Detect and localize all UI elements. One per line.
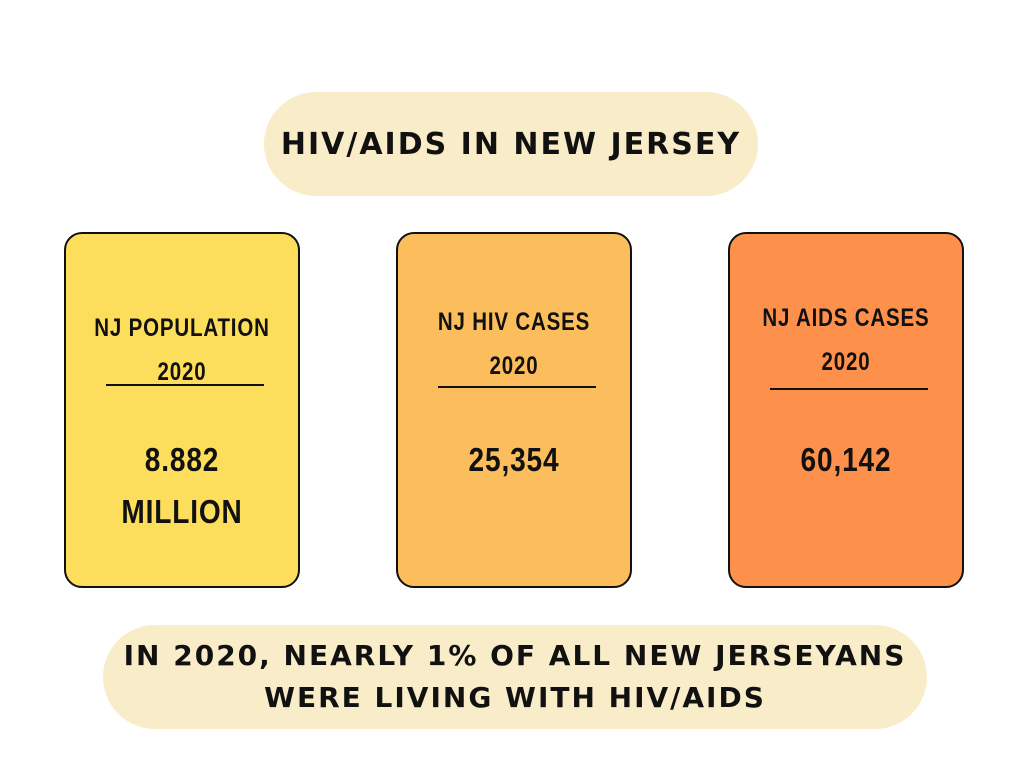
card-aids-cases-label: NJ AIDS CASES 2020 bbox=[751, 296, 941, 384]
card-aids-cases-value: 60,142 bbox=[747, 434, 944, 486]
card-population-divider bbox=[106, 384, 264, 386]
card-aids-cases: NJ AIDS CASES 2020 60,142 bbox=[728, 232, 964, 588]
footer-line1: IN 2020, NEARLY 1% OF ALL NEW JERSEYANS bbox=[123, 639, 907, 672]
card-population: NJ POPULATION 2020 8.882 MILLION bbox=[64, 232, 300, 588]
card-hiv-cases-value: 25,354 bbox=[415, 434, 612, 486]
card-hiv-cases-label-line1: NJ HIV CASES bbox=[437, 308, 591, 336]
card-population-value: 8.882 MILLION bbox=[83, 434, 280, 538]
card-hiv-cases-divider bbox=[438, 386, 596, 388]
card-population-value-line2: MILLION bbox=[121, 493, 243, 530]
card-hiv-cases-value-line1: 25,354 bbox=[468, 441, 560, 478]
card-population-label-line2: 2020 bbox=[157, 358, 207, 386]
card-hiv-cases-label: NJ HIV CASES 2020 bbox=[419, 300, 609, 388]
card-population-label-line1: NJ POPULATION bbox=[94, 314, 270, 342]
card-population-value-line1: 8.882 bbox=[144, 441, 220, 478]
footer-line2: WERE LIVING WITH HIV/AIDS bbox=[264, 681, 766, 714]
card-aids-cases-value-line1: 60,142 bbox=[800, 441, 892, 478]
card-aids-cases-divider bbox=[770, 388, 928, 390]
page-title: HIV/AIDS IN NEW JERSEY bbox=[264, 92, 758, 196]
footer-summary: IN 2020, NEARLY 1% OF ALL NEW JERSEYANS … bbox=[103, 625, 927, 729]
card-aids-cases-label-line1: NJ AIDS CASES bbox=[762, 304, 930, 332]
card-population-label: NJ POPULATION 2020 bbox=[87, 306, 277, 394]
card-hiv-cases-label-line2: 2020 bbox=[489, 352, 539, 380]
card-aids-cases-label-line2: 2020 bbox=[821, 348, 871, 376]
card-hiv-cases: NJ HIV CASES 2020 25,354 bbox=[396, 232, 632, 588]
title-text: HIV/AIDS IN NEW JERSEY bbox=[280, 126, 742, 162]
